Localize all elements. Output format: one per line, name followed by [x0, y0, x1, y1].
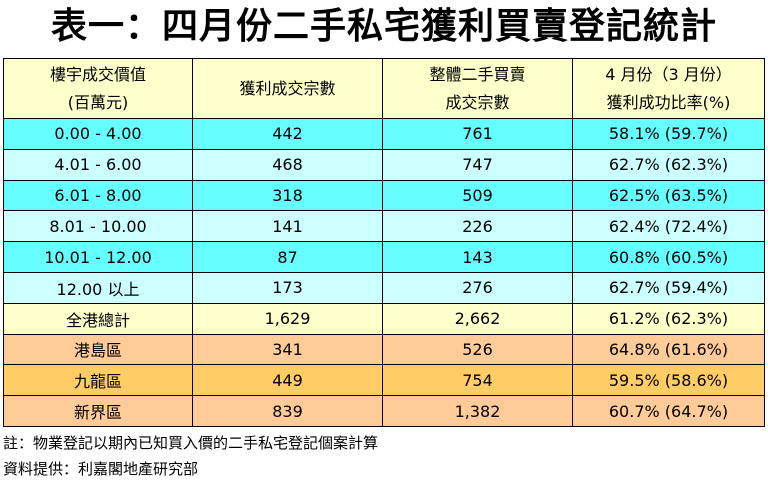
footnotes: 註：物業登記以期內已知買入價的二手私宅登記個案計算 資料提供：利嘉閣地產研究部	[3, 430, 763, 482]
table-row-region: 港島區 341 526 64.8% (61.6%)	[3, 333, 765, 366]
cell-ratio: 60.7% (64.7%)	[572, 395, 765, 427]
cell-ratio: 59.5% (58.6%)	[572, 364, 765, 397]
cell-range: 0.00 - 4.00	[3, 118, 193, 150]
cell-ratio: 64.8% (61.6%)	[572, 333, 765, 366]
header-profit-ratio: 4 月份（3 月份） 獲利成功比率(%)	[572, 58, 765, 119]
header-price-range-line2: (百萬元)	[67, 92, 129, 112]
footnote-source: 資料提供：利嘉閣地產研究部	[3, 460, 199, 478]
header-total-count-line1: 整體二手買賣	[429, 64, 526, 84]
cell-ratio: 62.4% (72.4%)	[572, 210, 765, 243]
cell-profit: 341	[192, 333, 383, 366]
cell-total: 747	[382, 148, 573, 181]
cell-profit: 468	[192, 148, 383, 181]
table-header-row: 樓宇成交價值 (百萬元) 獲利成交宗數 整體二手買賣 成交宗數 4 月份（3 月…	[3, 58, 765, 119]
header-profit-ratio-line2: 獲利成功比率(%)	[606, 92, 731, 112]
cell-range: 新界區	[3, 395, 193, 427]
table-row-region: 新界區 839 1,382 60.7% (64.7%)	[3, 395, 765, 427]
table-row: 12.00 以上 173 276 62.7% (59.4%)	[3, 271, 765, 304]
cell-range: 6.01 - 8.00	[3, 179, 193, 212]
cell-total: 2,662	[382, 302, 573, 335]
cell-range: 4.01 - 6.00	[3, 148, 193, 181]
cell-ratio: 58.1% (59.7%)	[572, 118, 765, 150]
table-row-total: 全港總計 1,629 2,662 61.2% (62.3%)	[3, 302, 765, 335]
cell-profit: 173	[192, 271, 383, 304]
cell-total: 226	[382, 210, 573, 243]
header-price-range-line1: 樓宇成交價值	[49, 64, 146, 84]
cell-total: 509	[382, 179, 573, 212]
cell-range: 12.00 以上	[3, 271, 193, 304]
page-title: 表一：四月份二手私宅獲利買賣登記統計	[50, 6, 717, 47]
cell-range: 8.01 - 10.00	[3, 210, 193, 243]
cell-profit: 449	[192, 364, 383, 397]
header-price-range: 樓宇成交價值 (百萬元)	[3, 58, 193, 119]
cell-range: 港島區	[3, 333, 193, 366]
cell-ratio: 62.7% (59.4%)	[572, 271, 765, 304]
cell-total: 143	[382, 241, 573, 273]
header-profit-ratio-line1: 4 月份（3 月份）	[605, 64, 732, 84]
table-row: 0.00 - 4.00 442 761 58.1% (59.7%)	[3, 118, 765, 150]
table-row: 4.01 - 6.00 468 747 62.7% (62.3%)	[3, 148, 765, 181]
cell-range: 10.01 - 12.00	[3, 241, 193, 273]
cell-range: 全港總計	[3, 302, 193, 335]
table-row: 6.01 - 8.00 318 509 62.5% (63.5%)	[3, 179, 765, 212]
cell-profit: 839	[192, 395, 383, 427]
cell-total: 761	[382, 118, 573, 150]
cell-ratio: 61.2% (62.3%)	[572, 302, 765, 335]
cell-profit: 141	[192, 210, 383, 243]
cell-profit: 318	[192, 179, 383, 212]
header-profit-count: 獲利成交宗數	[192, 58, 383, 119]
table-row: 8.01 - 10.00 141 226 62.4% (72.4%)	[3, 210, 765, 243]
cell-total: 1,382	[382, 395, 573, 427]
cell-profit: 442	[192, 118, 383, 150]
cell-profit: 87	[192, 241, 383, 273]
cell-range: 九龍區	[3, 364, 193, 397]
header-total-count-line2: 成交宗數	[445, 92, 510, 112]
footnote-note: 註：物業登記以期內已知買入價的二手私宅登記個案計算	[3, 434, 379, 452]
statistics-table: 樓宇成交價值 (百萬元) 獲利成交宗數 整體二手買賣 成交宗數 4 月份（3 月…	[3, 58, 765, 427]
cell-ratio: 62.7% (62.3%)	[572, 148, 765, 181]
cell-profit: 1,629	[192, 302, 383, 335]
table-row: 10.01 - 12.00 87 143 60.8% (60.5%)	[3, 241, 765, 273]
cell-ratio: 60.8% (60.5%)	[572, 241, 765, 273]
table-row-region: 九龍區 449 754 59.5% (58.6%)	[3, 364, 765, 397]
cell-total: 754	[382, 364, 573, 397]
cell-total: 276	[382, 271, 573, 304]
cell-ratio: 62.5% (63.5%)	[572, 179, 765, 212]
header-total-count: 整體二手買賣 成交宗數	[382, 58, 573, 119]
cell-total: 526	[382, 333, 573, 366]
